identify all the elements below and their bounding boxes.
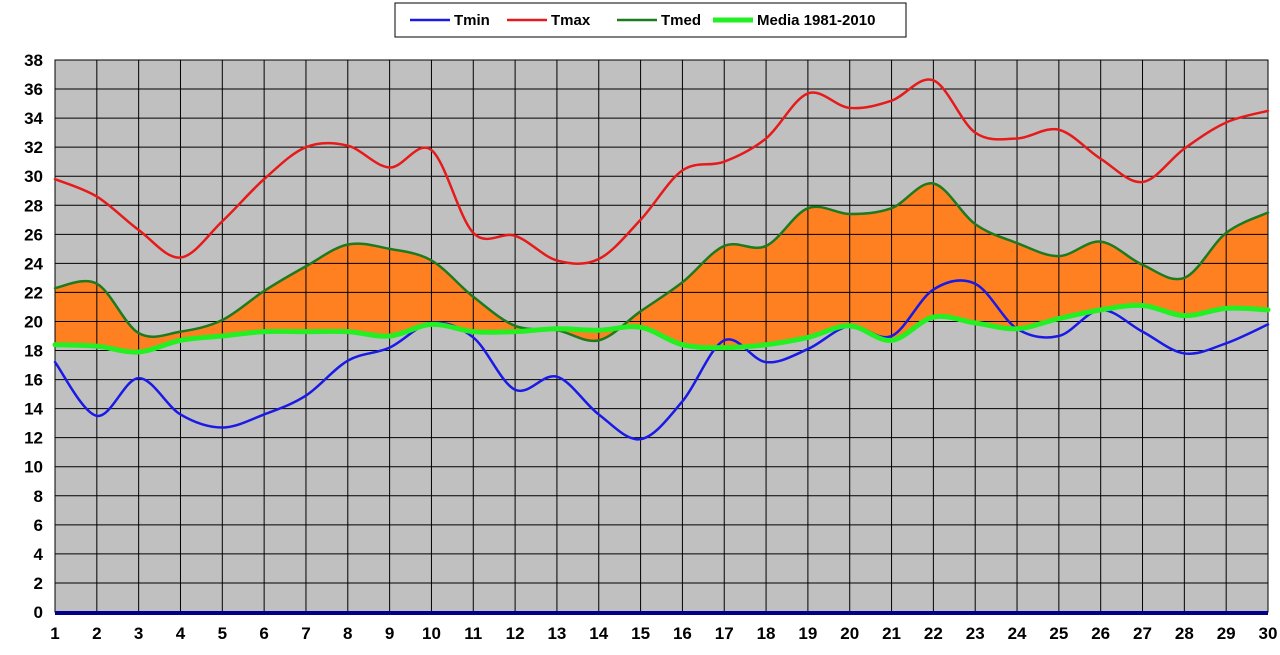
y-tick-label: 26 (24, 225, 43, 244)
x-tick-label: 10 (422, 624, 441, 643)
x-tick-label: 9 (385, 624, 394, 643)
x-tick-label: 26 (1091, 624, 1110, 643)
fill-layer (55, 183, 1268, 353)
x-tick-label: 21 (882, 624, 901, 643)
x-tick-label: 2 (92, 624, 101, 643)
y-tick-label: 24 (24, 254, 43, 273)
x-tick-label: 15 (631, 624, 650, 643)
y-tick-label: 32 (24, 138, 43, 157)
x-tick-label: 11 (464, 624, 482, 643)
x-tick-label: 5 (218, 624, 227, 643)
series-line-tmax (53, 78, 1270, 265)
series-line-media-1981-2010 (52, 302, 1271, 355)
x-tick-label: 24 (1008, 624, 1027, 643)
x-tick-label: 22 (924, 624, 943, 643)
x-tick-label: 25 (1049, 624, 1068, 643)
x-tick-label: 1 (50, 624, 59, 643)
x-tick-label: 19 (798, 624, 817, 643)
y-tick-label: 16 (24, 371, 43, 390)
x-tick-label: 16 (673, 624, 692, 643)
series-line-tmin (53, 279, 1270, 441)
y-tick-label: 20 (24, 312, 43, 331)
x-tick-label: 28 (1175, 624, 1194, 643)
x-tick-label: 20 (840, 624, 859, 643)
y-tick-label: 6 (34, 516, 43, 535)
series-layer (52, 78, 1271, 441)
y-tick-label: 14 (24, 400, 43, 419)
x-tick-label: 17 (715, 624, 734, 643)
y-tick-label: 4 (34, 545, 44, 564)
y-tick-label: 30 (24, 167, 43, 186)
fill-area (55, 183, 1268, 353)
legend-label: Tmed (661, 12, 701, 29)
y-tick-label: 8 (34, 487, 43, 506)
x-tick-label: 12 (506, 624, 525, 643)
x-tick-label: 3 (134, 624, 143, 643)
x-tick-label: 14 (589, 624, 608, 643)
grid-layer (54, 59, 1269, 613)
y-tick-label: 2 (34, 574, 43, 593)
y-tick-label: 18 (24, 342, 43, 361)
x-tick-label: 4 (176, 624, 186, 643)
x-tick-label: 13 (547, 624, 566, 643)
x-tick-label: 23 (966, 624, 985, 643)
x-tick-label: 27 (1133, 624, 1152, 643)
y-tick-label: 38 (24, 51, 43, 70)
y-tick-label: 34 (24, 109, 43, 128)
y-tick-label: 28 (24, 196, 43, 215)
legend-label: Tmin (454, 12, 490, 29)
x-tick-label: 29 (1217, 624, 1236, 643)
x-tick-label: 18 (757, 624, 776, 643)
y-tick-label: 12 (24, 429, 43, 448)
y-tick-label: 22 (24, 283, 43, 302)
legend: Tmin Tmax Tmed Media 1981-2010 (394, 2, 907, 38)
legend-label: Tmax (551, 12, 591, 29)
y-tick-label: 36 (24, 80, 43, 99)
y-tick-label: 10 (24, 458, 43, 477)
x-tick-label: 7 (301, 624, 310, 643)
x-tick-label: 6 (259, 624, 268, 643)
x-tick-label: 30 (1259, 624, 1278, 643)
legend-label: Media 1981-2010 (757, 12, 875, 29)
x-tick-label: 8 (343, 624, 352, 643)
series-line-tmed (53, 182, 1270, 343)
y-tick-label: 0 (34, 603, 43, 622)
